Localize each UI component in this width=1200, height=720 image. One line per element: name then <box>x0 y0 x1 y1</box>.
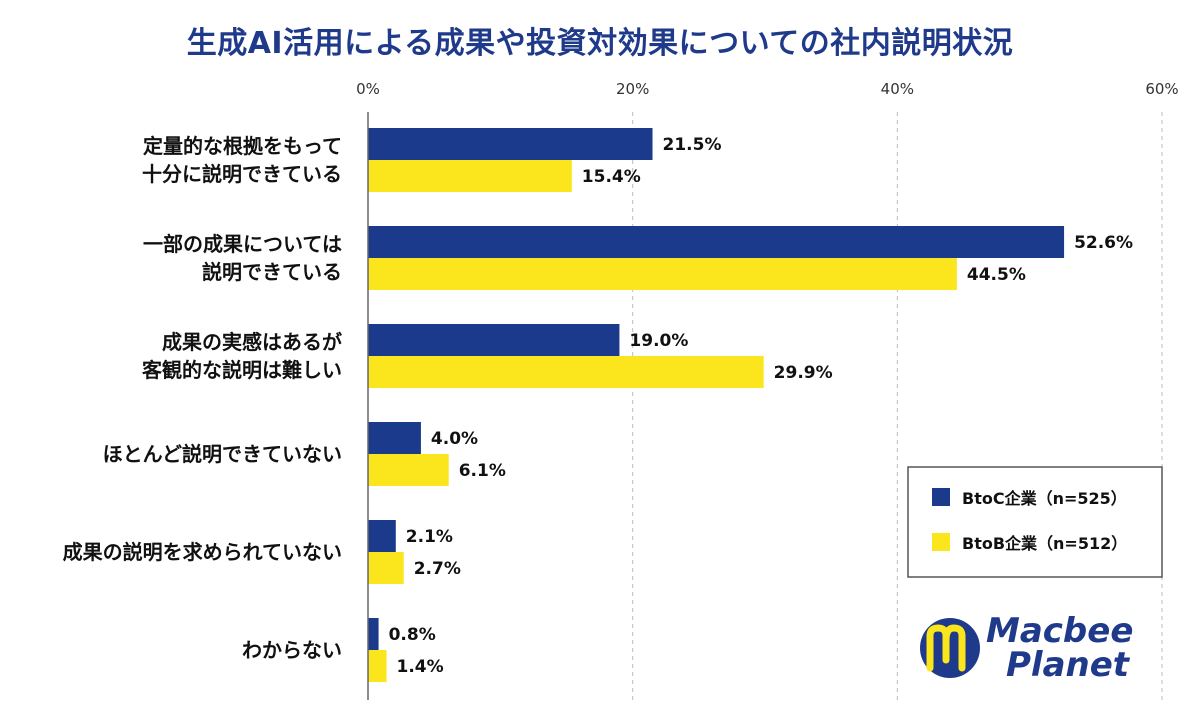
legend-label-btoc: BtoC企業（n=525） <box>962 489 1127 508</box>
bar-btoc <box>368 226 1065 258</box>
category-label: 十分に説明できている <box>142 162 342 186</box>
bar-btob <box>368 454 449 486</box>
data-label: 0.8% <box>389 625 436 645</box>
x-tick-label: 40% <box>881 80 914 98</box>
bar-btoc <box>368 128 653 160</box>
legend-swatch-btob <box>932 533 950 551</box>
data-label: 19.0% <box>629 331 688 351</box>
category-label: 成果の説明を求められていない <box>63 540 342 564</box>
macbee-m-logo-icon <box>920 618 980 678</box>
legend-box <box>907 466 1163 578</box>
chart-title: 生成AI活用による成果や投資対効果についての社内説明状況 <box>186 26 1014 61</box>
data-label: 4.0% <box>431 429 478 449</box>
macbee-planet-logo: Macbee Planet <box>920 611 1133 685</box>
bar-btob <box>368 650 387 682</box>
data-label: 2.7% <box>414 559 461 579</box>
category-label: 一部の成果については <box>143 232 342 256</box>
x-tick-label: 0% <box>356 80 380 98</box>
bar-btob <box>368 552 404 584</box>
data-label: 21.5% <box>663 135 722 155</box>
legend-label-btob: BtoB企業（n=512） <box>962 534 1127 553</box>
x-tick-label: 60% <box>1145 80 1178 98</box>
bar-btob <box>368 356 764 388</box>
bar-btoc <box>368 520 396 552</box>
data-label: 29.9% <box>774 363 833 383</box>
category-labels: 定量的な根拠をもって十分に説明できている一部の成果については説明できている成果の… <box>63 134 342 662</box>
data-label: 6.1% <box>459 461 506 481</box>
data-label: 2.1% <box>406 527 453 547</box>
bar-btoc <box>368 422 421 454</box>
bar-btob <box>368 160 572 192</box>
bar-btob <box>368 258 957 290</box>
data-label: 44.5% <box>967 265 1026 285</box>
legend: BtoC企業（n=525） BtoB企業（n=512） <box>907 466 1163 578</box>
category-label: 説明できている <box>202 260 342 284</box>
grid-layer <box>632 112 1163 700</box>
category-label: 定量的な根拠をもって <box>143 134 342 158</box>
category-label: ほとんど説明できていない <box>103 442 342 466</box>
category-label: 成果の実感はあるが <box>162 330 342 354</box>
data-label: 15.4% <box>582 167 641 187</box>
x-tick-label: 20% <box>616 80 649 98</box>
category-label: わからない <box>242 638 342 662</box>
data-label: 52.6% <box>1074 233 1133 253</box>
data-label: 1.4% <box>397 657 444 677</box>
legend-swatch-btoc <box>932 488 950 506</box>
category-label: 客観的な説明は難しい <box>141 358 342 382</box>
logo-line-2: Planet <box>1006 645 1131 685</box>
x-axis-ticks: 0% 20% 40% 60% <box>356 80 1179 98</box>
bar-btoc <box>368 324 620 356</box>
bar-btoc <box>368 618 379 650</box>
logo-line-1: Macbee <box>986 611 1133 651</box>
bars-layer: 21.5% 15.4% 52.6% 44.5% 19.0% 29.9% 4.0% 6.1% 2.… <box>368 128 1133 682</box>
